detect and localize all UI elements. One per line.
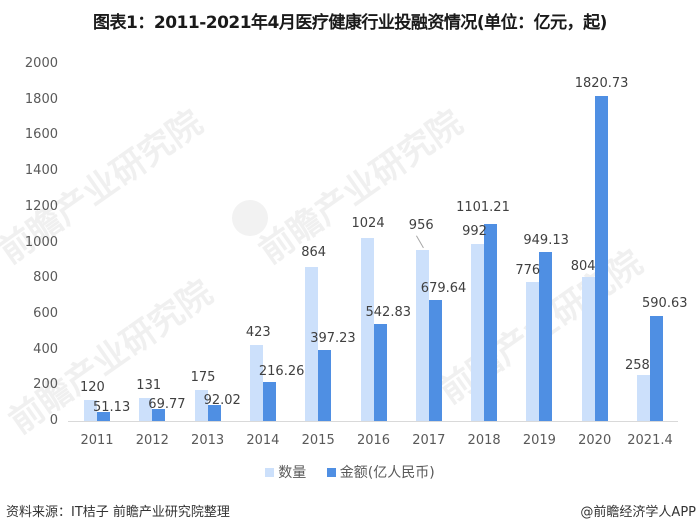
y-tick-label: 1000 <box>24 234 58 250</box>
y-tick-label: 1200 <box>24 198 58 214</box>
y-tick-label: 400 <box>33 341 58 357</box>
bar-count[interactable] <box>249 345 263 421</box>
bar-amount[interactable] <box>152 408 166 421</box>
data-label-count: 131 <box>136 377 162 393</box>
data-label-amount: 542.83 <box>365 305 412 321</box>
y-tick-label: 200 <box>33 377 58 393</box>
bar-count[interactable] <box>581 277 595 421</box>
label-leader-line <box>415 235 424 249</box>
bar-count[interactable] <box>139 397 153 421</box>
data-label-count: 120 <box>80 379 105 395</box>
bar-amount[interactable] <box>318 350 332 421</box>
data-label-amount: 1101.21 <box>456 200 510 216</box>
data-label-count: 423 <box>245 325 271 341</box>
bar-count[interactable] <box>360 238 374 421</box>
x-tick-label: 2014 <box>246 433 280 448</box>
y-tick-label: 1800 <box>24 91 58 107</box>
x-tick-label: 2012 <box>135 433 169 448</box>
bar-amount[interactable] <box>539 251 553 421</box>
legend-label-amount: 金额(亿人民币) <box>339 465 435 481</box>
data-label-amount: 69.77 <box>148 396 186 412</box>
legend: 数量 金额(亿人民币) <box>0 462 700 482</box>
data-label-count: 956 <box>408 218 434 234</box>
y-tick-label: 0 <box>49 413 58 428</box>
bar-amount[interactable] <box>650 315 663 421</box>
bar-count[interactable] <box>84 399 97 421</box>
chart-title: 图表1：2011-2021年4月医疗健康行业投融资情况(单位：亿元，起) <box>93 13 607 33</box>
bar-amount[interactable] <box>428 299 442 421</box>
data-label-amount: 397.23 <box>310 331 356 347</box>
data-label-count: 864 <box>301 244 327 260</box>
bar-count[interactable] <box>471 243 485 421</box>
y-tick-label: 2000 <box>24 56 58 71</box>
x-tick-label: 2018 <box>467 433 501 448</box>
data-label-count: 258 <box>625 357 650 373</box>
y-tick-label: 1600 <box>24 127 58 143</box>
x-tick-label: 2020 <box>578 433 612 448</box>
y-tick-label: 600 <box>33 305 58 321</box>
y-tick-label: 1400 <box>24 163 58 179</box>
x-tick-label: 2013 <box>191 433 225 448</box>
legend-item-count[interactable]: 数量 <box>265 462 306 482</box>
legend-label-count: 数量 <box>278 465 307 481</box>
bar-amount[interactable] <box>594 95 608 421</box>
data-label-amount: 590.63 <box>642 295 688 311</box>
data-label-count: 804 <box>570 259 596 275</box>
data-label-count: 992 <box>462 223 487 239</box>
bar-amount[interactable] <box>97 411 110 421</box>
legend-item-amount[interactable]: 金额(亿人民币) <box>326 462 435 482</box>
data-label-amount: 51.13 <box>93 399 131 415</box>
data-label-amount: 92.02 <box>203 392 241 408</box>
legend-swatch-amount <box>326 467 336 477</box>
legend-swatch-count <box>265 467 275 477</box>
x-axis-line <box>68 421 678 422</box>
bar-count[interactable] <box>637 374 650 421</box>
bar-count[interactable] <box>415 250 429 421</box>
data-label-count: 776 <box>515 263 541 279</box>
bar-count[interactable] <box>305 266 319 421</box>
bar-amount[interactable] <box>484 224 498 421</box>
x-tick-label: 2017 <box>412 433 446 448</box>
bar-amount[interactable] <box>207 404 221 421</box>
data-label-amount: 216.26 <box>258 364 305 380</box>
data-label-amount: 1820.73 <box>574 75 629 91</box>
data-label-count: 175 <box>190 369 216 385</box>
x-tick-label: 2011 <box>80 433 114 448</box>
x-tick-label: 2016 <box>356 433 391 448</box>
bar-count[interactable] <box>194 389 208 421</box>
bar-amount[interactable] <box>373 324 387 421</box>
bar-amount[interactable] <box>262 382 276 421</box>
bar-count[interactable] <box>526 282 540 421</box>
data-label-count: 1024 <box>351 216 385 232</box>
data-label-amount: 679.64 <box>420 280 467 296</box>
source-note: 资料来源：IT桔子 前瞻产业研究院整理 <box>6 505 230 520</box>
x-tick-label: 2021.4 <box>627 433 673 448</box>
data-label-amount: 949.13 <box>523 232 569 248</box>
brand-credit: @前瞻经济学人APP <box>580 505 696 520</box>
x-tick-label: 2015 <box>301 433 335 448</box>
x-tick-label: 2019 <box>522 433 556 448</box>
y-tick-label: 800 <box>33 270 58 286</box>
